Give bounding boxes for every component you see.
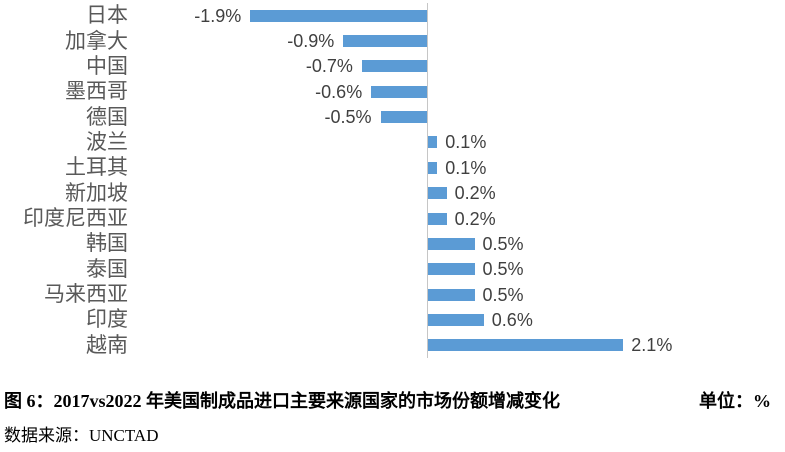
bar (361, 60, 427, 73)
chart-row: 波兰 0.1% (0, 130, 785, 155)
bar (428, 187, 447, 200)
bar (371, 85, 427, 98)
chart-row: 德国 -0.5% (0, 104, 785, 129)
source-label: 数据来源：UNCTAD (4, 426, 159, 445)
category-label: 土耳其 (65, 156, 128, 180)
value-label: 0.1% (445, 157, 487, 178)
bar-chart: 日本 -1.9% 加拿大 -0.9% 中国 -0.7% 墨西哥 -0.6% 德国 -0.5% 波兰 0… (0, 3, 785, 358)
category-label: 德国 (86, 105, 128, 129)
category-label: 印度 (86, 308, 128, 332)
value-label: -1.9% (194, 5, 242, 26)
bar (428, 161, 438, 174)
bar (428, 288, 475, 301)
chart-row: 越南 2.1% (0, 333, 785, 358)
bar (428, 339, 624, 352)
value-label: 0.5% (482, 284, 524, 305)
chart-row: 加拿大 -0.9% (0, 28, 785, 53)
value-label: -0.9% (287, 31, 335, 52)
value-label: 0.5% (482, 233, 524, 254)
bar (428, 263, 475, 276)
value-label: 0.5% (482, 259, 524, 280)
chart-row: 新加坡 0.2% (0, 181, 785, 206)
category-label: 波兰 (86, 130, 128, 154)
bar (250, 9, 427, 22)
chart-row: 土耳其 0.1% (0, 155, 785, 180)
value-label: 2.1% (631, 335, 673, 356)
figure-caption: 图 6：2017vs2022 年美国制成品进口主要来源国家的市场份额增减变化 (4, 391, 561, 411)
chart-row: 印度 0.6% (0, 307, 785, 332)
category-label: 墨西哥 (65, 80, 128, 104)
category-label: 马来西亚 (44, 283, 128, 307)
value-label: 0.1% (445, 132, 487, 153)
chart-row: 日本 -1.9% (0, 3, 785, 28)
bar (380, 111, 427, 124)
value-label: -0.7% (305, 56, 353, 77)
category-label: 新加坡 (65, 181, 128, 205)
category-label: 中国 (86, 54, 128, 78)
category-label: 越南 (86, 333, 128, 357)
chart-row: 墨西哥 -0.6% (0, 79, 785, 104)
bar (428, 136, 438, 149)
category-label: 日本 (86, 4, 128, 28)
chart-row: 中国 -0.7% (0, 54, 785, 79)
caption-row: 图 6：2017vs2022 年美国制成品进口主要来源国家的市场份额增减变化 单… (4, 387, 771, 413)
bar (428, 237, 475, 250)
value-label: 0.2% (454, 183, 496, 204)
bar (428, 212, 447, 225)
chart-row: 印度尼西亚 0.2% (0, 206, 785, 231)
value-label: 0.2% (454, 208, 496, 229)
unit-label: 单位：% (699, 391, 771, 411)
chart-row: 韩国 0.5% (0, 231, 785, 256)
category-label: 加拿大 (65, 29, 128, 53)
value-label: -0.5% (324, 107, 372, 128)
y-axis-line (427, 3, 428, 358)
value-label: 0.6% (491, 309, 533, 330)
value-label: -0.6% (315, 81, 363, 102)
category-label: 印度尼西亚 (23, 207, 128, 231)
bar (428, 313, 484, 326)
bar (343, 35, 427, 48)
chart-row: 马来西亚 0.5% (0, 282, 785, 307)
category-label: 泰国 (86, 257, 128, 281)
chart-row: 泰国 0.5% (0, 257, 785, 282)
category-label: 韩国 (86, 232, 128, 256)
